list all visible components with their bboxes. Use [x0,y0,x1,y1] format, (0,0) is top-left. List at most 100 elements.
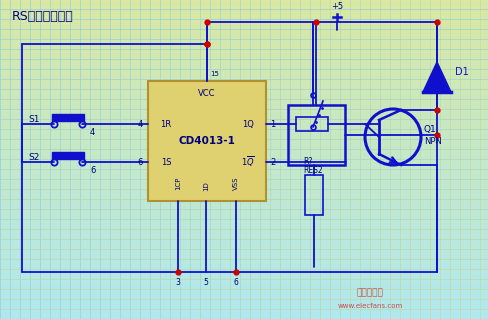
Bar [0,252,488,253]
Bar [0,30,488,31]
Bar [0,156,488,157]
Bar [0,12,488,13]
Bar [0,309,488,310]
Bar [0,224,488,225]
Bar [0,130,488,131]
Bar [0,304,488,305]
Bar [0,215,488,216]
Bar [0,283,488,284]
Bar [0,85,488,86]
Bar [0,15,488,16]
Bar [0,240,488,241]
Bar [0,134,488,135]
Bar [0,69,488,70]
Bar [0,146,488,147]
Bar [0,239,488,240]
Bar [0,35,488,36]
Bar [0,310,488,311]
Bar [0,314,488,315]
Bar [0,292,488,293]
Bar [0,139,488,140]
Bar [0,106,488,107]
Text: 4: 4 [138,120,142,129]
Bar [0,143,488,144]
Bar [0,260,488,261]
Bar [0,271,488,272]
Text: 1D: 1D [203,181,208,191]
Bar [0,41,488,42]
Text: D1: D1 [454,67,468,77]
Bar [0,94,488,95]
Bar [0,68,488,69]
Bar [0,249,488,250]
Bar [0,275,488,276]
Bar [0,97,488,98]
Bar [0,255,488,256]
Bar [0,127,488,128]
Bar [0,133,488,134]
Text: 3: 3 [175,278,180,287]
Bar [0,278,488,279]
Bar [0,312,488,313]
Text: 6: 6 [137,158,142,167]
Bar [0,27,488,28]
Bar [0,48,488,49]
Bar [0,101,488,102]
Bar [0,55,488,56]
Bar [0,66,488,67]
Bar [0,20,488,21]
Bar [0,221,488,222]
Bar [0,114,488,115]
Bar [0,25,488,26]
Text: 6: 6 [90,166,95,174]
Bar [0,91,488,92]
Bar [0,234,488,235]
Bar [0,40,488,41]
Bar [0,108,488,109]
Bar [0,21,488,22]
Text: www.elecfans.com: www.elecfans.com [337,303,402,309]
Bar [0,113,488,114]
Bar [52,152,84,159]
Bar [0,89,488,90]
Bar [0,286,488,287]
Bar [0,154,488,155]
Bar [0,167,488,168]
Bar [0,276,488,277]
Bar [0,190,488,191]
Bar [0,163,488,164]
Bar [0,162,488,163]
Bar [0,272,488,273]
Bar [0,257,488,258]
Bar [0,6,488,7]
Bar [0,250,488,251]
Bar [0,228,488,229]
Bar [0,64,488,65]
Bar [0,206,488,207]
Bar [0,135,488,136]
Bar [0,219,488,220]
Bar [0,67,488,68]
Bar [0,33,488,34]
Bar [148,81,265,201]
Bar [0,164,488,165]
Bar [0,56,488,57]
Bar [0,61,488,62]
Bar [0,172,488,173]
Bar [0,293,488,294]
Bar [0,144,488,145]
Bar [52,114,84,121]
Bar [0,165,488,166]
Bar [0,140,488,141]
Bar [0,147,488,148]
Bar [0,73,488,74]
Bar [0,316,488,317]
Bar [0,317,488,318]
Bar [0,74,488,75]
Bar [0,308,488,309]
Bar [0,157,488,158]
Text: NPN: NPN [423,137,441,145]
Bar [0,166,488,167]
Bar [0,210,488,211]
Bar [0,76,488,77]
